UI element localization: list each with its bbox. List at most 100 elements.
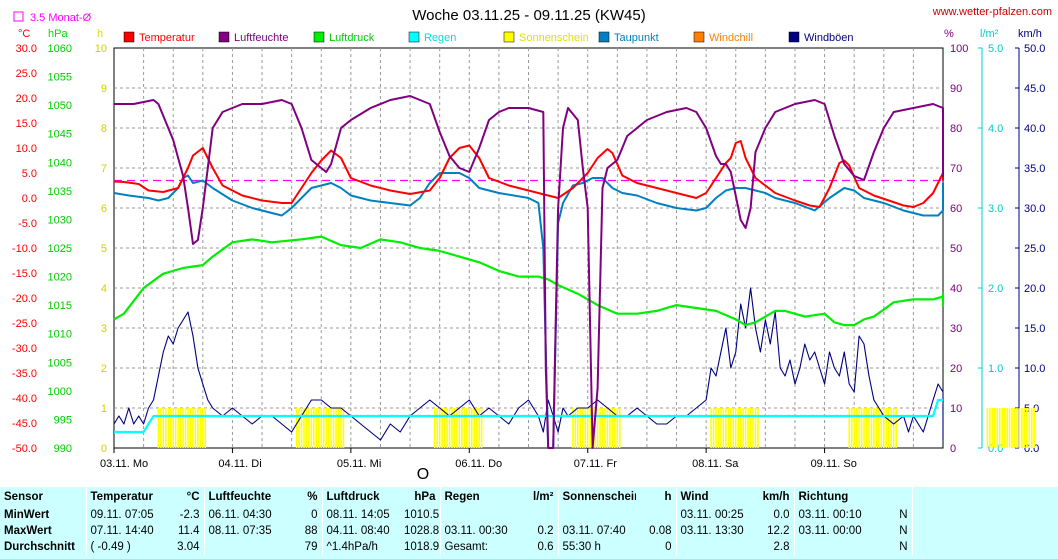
- tick-label-wind: 50.0: [1024, 43, 1045, 55]
- x-tick-label: 08.11. Sa: [692, 458, 739, 470]
- tick-label-pressure: 1010: [48, 329, 72, 341]
- tick-label-wind: 35.0: [1024, 163, 1045, 175]
- tick-label-temperature: -10.0: [12, 243, 37, 255]
- stats-header-blank: [872, 487, 912, 507]
- tick-label-humidity: 70: [950, 163, 962, 175]
- stats-cell: 08.11. 14:05: [321, 507, 400, 523]
- tick-label-pressure: 1050: [48, 100, 72, 112]
- stats-cell: 0.6: [537, 541, 554, 553]
- tick-label-rain: 3.0: [988, 203, 1003, 215]
- tick-label-wind: 45.0: [1024, 83, 1045, 95]
- stats-cell: 04.11. 08:40: [321, 523, 400, 539]
- tick-label-sunshine: 6: [101, 203, 107, 215]
- tick-label-sunshine: 8: [101, 123, 107, 135]
- stats-cell: 0.2: [537, 525, 554, 537]
- stats-cell: 88: [304, 525, 318, 537]
- tick-label-pressure: 1035: [48, 186, 72, 198]
- tick-label-pressure: 990: [54, 443, 72, 455]
- legend-label-humidity: Luftfeuchte: [234, 32, 288, 44]
- stats-cell: [636, 507, 676, 523]
- legend: Temperatur Luftfeuchte Luftdruck Regen S…: [123, 31, 854, 44]
- tick-label-sunshine: 4: [101, 283, 107, 295]
- stats-cell: N: [899, 509, 908, 521]
- tick-label-pressure: 1015: [48, 300, 72, 312]
- x-tick-label: 09.11. So: [811, 458, 857, 470]
- statistics-table: Sensor Temperatur °C Luftfeuchte % Luftd…: [0, 487, 1058, 555]
- tick-label-wind: 40.0: [1024, 123, 1045, 135]
- stats-cell: [557, 507, 636, 523]
- tick-label-sunshine: 9: [101, 83, 107, 95]
- tick-label-wind: 30.0: [1024, 203, 1045, 215]
- x-tick-label: 07.11. Fr: [574, 458, 618, 470]
- stats-cell: 07.11. 14:40: [85, 523, 164, 539]
- tick-label-temperature: -45.0: [12, 418, 37, 430]
- legend-swatch-rain: [408, 31, 420, 43]
- legend-swatch-windchill: [693, 31, 705, 43]
- legend-label-rain: Regen: [424, 32, 456, 44]
- stats-header-temp-unit: °C: [186, 491, 200, 503]
- stats-cell: Gesamt:: [439, 539, 518, 555]
- tick-label-wind: 15.0: [1024, 323, 1045, 335]
- chart-background: [0, 0, 1058, 487]
- stats-cell: [439, 507, 518, 523]
- tick-label-rain: 1.0: [988, 363, 1003, 375]
- tick-label-wind: 20.0: [1024, 283, 1045, 295]
- tick-label-humidity: 20: [950, 363, 962, 375]
- series-line-luftfeuchte: [114, 95, 944, 449]
- tick-label-humidity: 90: [950, 83, 962, 95]
- tick-label-humidity: 60: [950, 203, 962, 215]
- series-line-windböen: [113, 287, 944, 441]
- stats-cell: 03.11. 07:40: [557, 523, 636, 539]
- tick-label-temperature: 10.0: [16, 143, 37, 155]
- tick-label-pressure: 1060: [48, 43, 72, 55]
- legend-label-dewpoint: Taupunkt: [614, 32, 659, 44]
- legend-swatch-dewpoint: [598, 31, 610, 43]
- x-tick-label: 03.11. Mo: [100, 458, 148, 470]
- stats-cell: 1018.9: [404, 541, 440, 553]
- tick-label-humidity: 100: [950, 43, 968, 55]
- weather-chart: Woche 03.11.25 - 09.11.25 (KW45) www.wet…: [0, 0, 1058, 487]
- grid: [114, 48, 943, 448]
- tick-label-temperature: -30.0: [12, 343, 37, 355]
- stats-row-label: MaxWert: [4, 525, 52, 537]
- tick-label-pressure: 1045: [48, 129, 72, 141]
- x-tick-label: 06.11. Do: [455, 458, 502, 470]
- tick-label-wind: 25.0: [1024, 243, 1045, 255]
- stats-cell: 1028.8: [404, 525, 440, 537]
- legend-swatch-pressure: [313, 31, 325, 43]
- tick-label-temperature: -25.0: [12, 318, 37, 330]
- stats-cell: [793, 539, 872, 555]
- stats-header-dir: Richtung: [793, 487, 872, 507]
- tick-label-temperature: 20.0: [16, 93, 37, 105]
- stats-cell: N: [899, 525, 908, 537]
- tick-label-wind: 10.0: [1024, 363, 1045, 375]
- tick-label-humidity: 80: [950, 123, 962, 135]
- tick-label-temperature: 0.0: [22, 193, 37, 205]
- stats-spacer: [911, 539, 1058, 555]
- stats-header-rain-unit: l/m²: [533, 491, 554, 503]
- legend-label-temperature: Temperatur: [139, 32, 195, 44]
- series-line-luftdruck: [113, 235, 945, 327]
- stats-cell: N: [899, 541, 908, 553]
- tick-label-temperature: 5.0: [22, 168, 37, 180]
- tick-label-rain: 4.0: [988, 123, 1003, 135]
- stats-cell: ^1.4hPa/h: [321, 539, 400, 555]
- site-link[interactable]: www.wetter-pfalzen.com: [932, 6, 1052, 18]
- x-tick-label: 05.11. Mi: [337, 458, 381, 470]
- stats-cell: ( -0.49 ): [85, 539, 164, 555]
- tick-label-rain: 2.0: [988, 283, 1003, 295]
- stats-row-avg: Durchschnitt ( -0.49 ) 3.04 79 ^1.4hPa/h…: [0, 539, 1058, 555]
- legend-swatch-sunshine: [503, 31, 515, 43]
- stats-cell: 11.4: [177, 525, 200, 537]
- avg-marker-label: 3.5 Monat-Ø: [30, 12, 92, 24]
- stats-cell: 03.11. 00:25: [675, 507, 754, 523]
- unit-sunshine: h: [97, 28, 103, 40]
- legend-swatch-gusts: [788, 31, 800, 43]
- tick-label-pressure: 1055: [48, 72, 72, 84]
- avg-marker-swatch: [13, 11, 24, 22]
- tick-label-pressure: 1020: [48, 272, 72, 284]
- stats-header-wind-unit: km/h: [762, 491, 790, 503]
- axes: 30.025.020.015.010.05.00.0-5.0-10.0-15.0…: [12, 43, 1046, 470]
- tick-label-wind: 0.0: [1024, 443, 1039, 455]
- legend-swatch-humidity: [218, 31, 230, 43]
